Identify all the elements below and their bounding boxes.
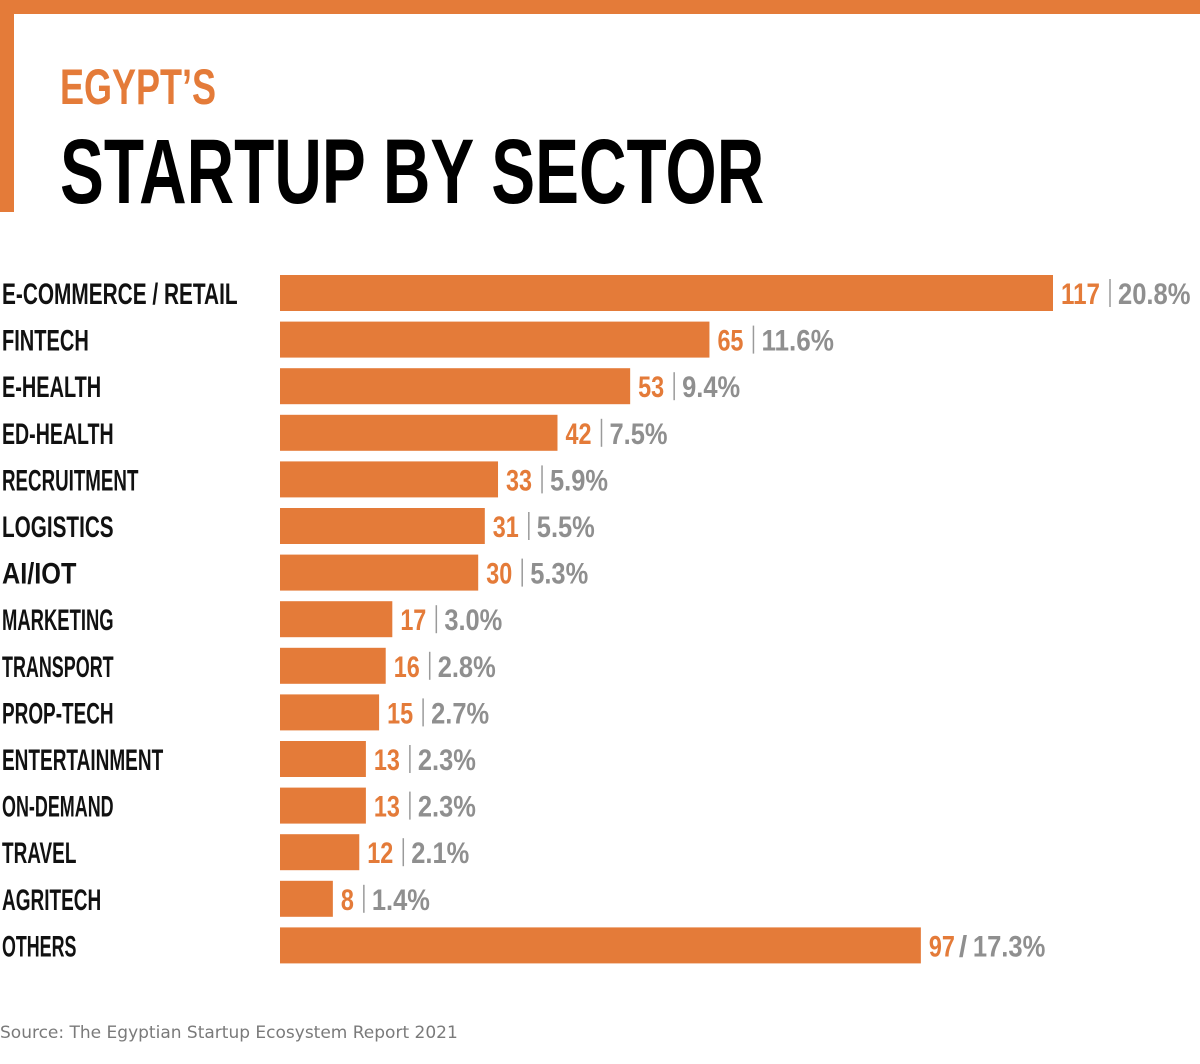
percent-label: 2.1% <box>411 837 469 870</box>
value-label: 13 <box>374 791 400 824</box>
value-label: 13 <box>374 744 400 777</box>
bar <box>280 321 710 358</box>
frame-top-border <box>0 0 1200 14</box>
percent-label: 2.7% <box>431 697 489 730</box>
percent-label: 20.8% <box>1118 278 1191 311</box>
value-label: 65 <box>717 325 743 358</box>
category-label: ENTERTAINMENT <box>2 744 163 777</box>
bar <box>280 927 921 964</box>
value-label: 97 <box>929 930 955 963</box>
percent-label: 5.3% <box>530 558 588 591</box>
frame-left-border <box>0 0 14 212</box>
percent-label: 1.4% <box>372 884 430 917</box>
percent-label: 11.6% <box>761 325 834 358</box>
bar <box>280 694 380 731</box>
category-label: LOGISTICS <box>2 511 114 544</box>
category-label: E-HEALTH <box>2 371 101 404</box>
value-label: 31 <box>493 511 519 544</box>
value-label: 117 <box>1061 278 1100 311</box>
value-label: 42 <box>565 418 591 451</box>
category-label: FINTECH <box>2 325 89 358</box>
separator: / <box>959 930 968 963</box>
bar <box>280 554 479 591</box>
bar <box>280 508 485 544</box>
category-label: AI/IOT <box>2 558 76 591</box>
bar <box>280 880 333 917</box>
bar <box>280 461 499 498</box>
value-label: 53 <box>638 371 664 404</box>
bar <box>280 741 366 777</box>
chart-title: STARTUP BY SECTOR <box>60 121 765 223</box>
percent-label: 5.9% <box>550 464 608 497</box>
category-label: ON-DEMAND <box>2 791 114 824</box>
percent-label: 7.5% <box>609 418 667 451</box>
bar <box>280 647 386 684</box>
percent-label: 17.3% <box>973 930 1046 963</box>
percent-label: 5.5% <box>537 511 595 544</box>
category-label: TRAVEL <box>2 837 76 870</box>
bar <box>280 414 558 451</box>
category-label: TRANSPORT <box>2 651 114 684</box>
bar-chart: E-COMMERCE / RETAIL 117 20.8% FINTECH 65 11.6… <box>2 275 1191 964</box>
bar <box>280 275 1053 311</box>
bar <box>280 787 366 824</box>
percent-label: 9.4% <box>682 371 740 404</box>
category-label: RECRUITMENT <box>2 464 138 497</box>
percent-label: 2.3% <box>418 744 476 777</box>
value-label: 17 <box>400 604 426 637</box>
category-label: PROP-TECH <box>2 697 114 730</box>
category-label: E-COMMERCE / RETAIL <box>2 278 238 311</box>
percent-label: 2.3% <box>418 791 476 824</box>
category-label: AGRITECH <box>2 884 101 917</box>
bar <box>280 834 360 871</box>
value-label: 30 <box>486 558 512 591</box>
source-note: Source: The Egyptian Startup Ecosystem R… <box>0 1023 458 1043</box>
category-label: OTHERS <box>2 930 76 963</box>
bar <box>280 601 393 638</box>
category-label: MARKETING <box>2 604 114 637</box>
value-label: 33 <box>506 464 532 497</box>
percent-label: 3.0% <box>444 604 502 637</box>
chart-subtitle: EGYPT’S <box>60 59 217 115</box>
value-label: 12 <box>367 837 393 870</box>
value-label: 16 <box>394 651 420 684</box>
value-label: 15 <box>387 697 413 730</box>
category-label: ED-HEALTH <box>2 418 114 451</box>
percent-label: 2.8% <box>438 651 496 684</box>
bar <box>280 368 631 405</box>
value-label: 8 <box>341 884 354 917</box>
